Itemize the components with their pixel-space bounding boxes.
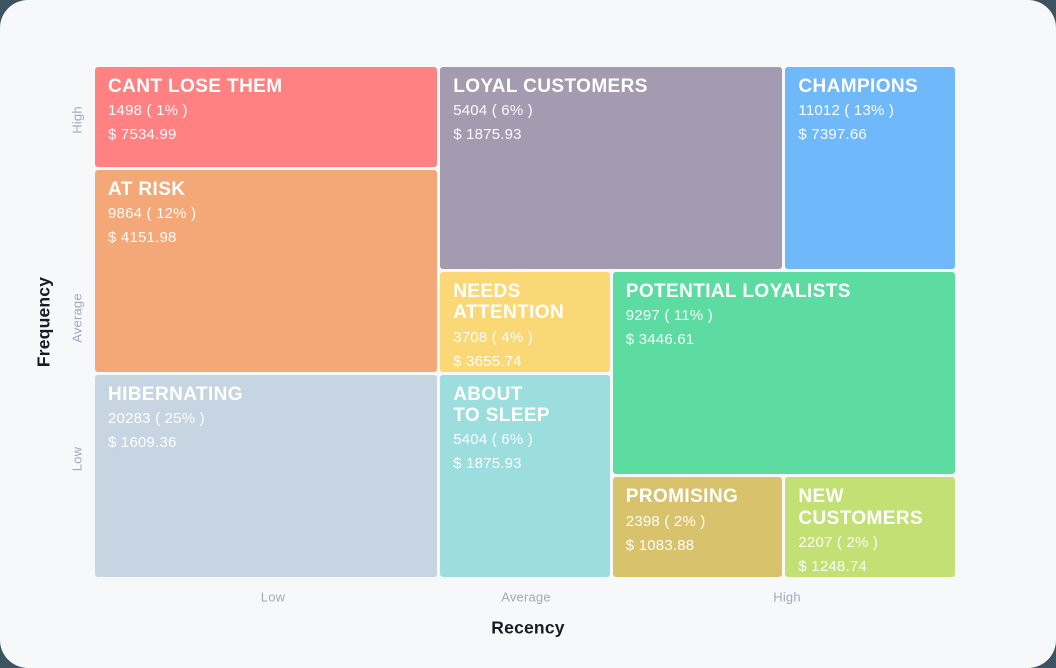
segment-title: POTENTIAL LOYALISTS	[625, 281, 851, 303]
y-axis-title: Frequency	[33, 276, 54, 368]
segment-monetary: $ 7534.99	[108, 126, 177, 144]
segment-title: HIBERNATING	[108, 383, 243, 405]
x-tick-high: High	[773, 589, 801, 605]
segment-count: 9297 ( 11% )	[625, 307, 713, 325]
segment-title: LOYAL CUSTOMERS	[453, 76, 648, 97]
segment-promising[interactable]: PROMISING 2398 ( 2% ) $ 1083.88	[612, 477, 783, 577]
y-tick-high: High	[69, 106, 85, 134]
segment-monetary: $ 4151.98	[108, 228, 177, 246]
segment-title: AT RISK	[108, 178, 186, 200]
y-tick-average: Average	[69, 293, 85, 343]
segment-monetary: $ 7397.66	[798, 126, 867, 144]
segment-count: 5404 ( 6% )	[453, 102, 533, 120]
segment-count: 5404 ( 6% )	[453, 431, 533, 449]
segment-count: 3708 ( 4% )	[453, 328, 533, 346]
segment-needs-attention[interactable]: NEEDS ATTENTION 3708 ( 4% ) $ 3655.74	[440, 272, 610, 372]
segment-monetary: $ 3655.74	[453, 352, 522, 370]
segment-title: ABOUT TO SLEEP	[453, 383, 551, 427]
segment-title: CHAMPIONS	[798, 76, 919, 97]
segment-count: 9864 ( 12% )	[108, 204, 197, 222]
segment-monetary: $ 1083.88	[625, 536, 695, 554]
segment-count: 20283 ( 25% )	[108, 410, 205, 428]
segment-potential-loyalists[interactable]: POTENTIAL LOYALISTS 9297 ( 11% ) $ 3446.…	[612, 272, 955, 475]
segment-count: 1498 ( 1% )	[108, 102, 188, 120]
rfm-segment-grid: CANT LOSE THEM 1498 ( 1% ) $ 7534.99 LOY…	[95, 67, 955, 577]
segment-title: NEW CUSTOMERS	[798, 486, 924, 529]
x-axis-title: Recency	[491, 617, 565, 638]
y-tick-low: Low	[69, 446, 85, 472]
segment-cant-lose-them[interactable]: CANT LOSE THEM 1498 ( 1% ) $ 7534.99	[95, 67, 438, 167]
segment-monetary: $ 3446.61	[625, 331, 695, 349]
segment-hibernating[interactable]: HIBERNATING 20283 ( 25% ) $ 1609.36	[95, 374, 438, 577]
segment-title: NEEDS ATTENTION	[453, 281, 565, 324]
segment-about-to-sleep[interactable]: ABOUT TO SLEEP 5404 ( 6% ) $ 1875.93	[440, 374, 610, 577]
segment-count: 2398 ( 2% )	[625, 512, 706, 530]
segment-title: PROMISING	[625, 486, 739, 508]
segment-count: 2207 ( 2% )	[798, 533, 879, 551]
x-tick-low: Low	[260, 589, 286, 605]
segment-monetary: $ 1609.36	[108, 434, 177, 452]
segment-at-risk[interactable]: AT RISK 9864 ( 12% ) $ 4151.98	[95, 169, 438, 372]
segment-loyal-customers[interactable]: LOYAL CUSTOMERS 5404 ( 6% ) $ 1875.93	[440, 67, 783, 270]
segment-monetary: $ 1248.74	[798, 557, 867, 575]
segment-champions[interactable]: CHAMPIONS 11012 ( 13% ) $ 7397.66	[785, 67, 955, 270]
x-tick-average: Average	[501, 589, 551, 605]
segment-new-customers[interactable]: NEW CUSTOMERS 2207 ( 2% ) $ 1248.74	[785, 477, 955, 577]
segment-monetary: $ 1875.93	[453, 455, 522, 473]
segment-title: CANT LOSE THEM	[108, 76, 283, 97]
segment-monetary: $ 1875.93	[453, 126, 522, 144]
segment-count: 11012 ( 13% )	[798, 102, 895, 120]
